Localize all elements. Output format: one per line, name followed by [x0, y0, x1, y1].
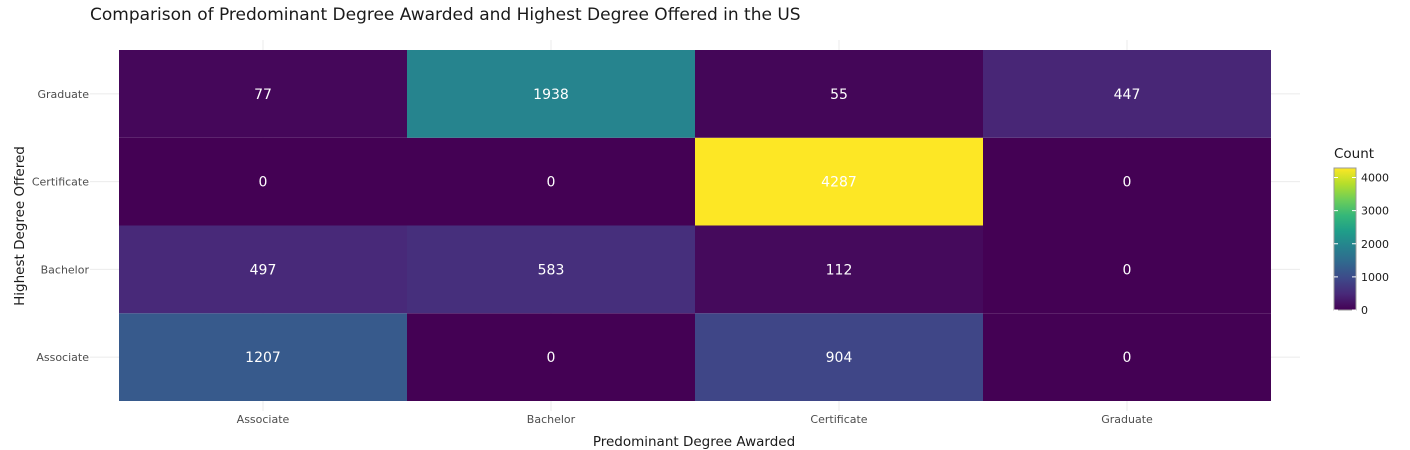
- cell-value-label: 112: [826, 262, 853, 278]
- heatmap-cells: [119, 50, 1271, 401]
- cell-value-label: 583: [538, 262, 565, 278]
- cell-value-label: 0: [547, 350, 556, 366]
- heatmap-cell: [695, 225, 983, 314]
- color-legend: Count 0 1000 2000 3000 4000: [1333, 146, 1389, 317]
- heatmap-cell: [407, 50, 695, 138]
- cell-value-label: 0: [1123, 175, 1132, 191]
- x-tick-label: Associate: [237, 413, 290, 426]
- legend-tick-label: 0: [1361, 304, 1368, 317]
- heatmap-cell: [119, 225, 407, 314]
- heatmap-cell: [119, 137, 407, 226]
- cell-value-label: 0: [259, 175, 268, 191]
- heatmap-cell: [695, 313, 983, 401]
- x-axis-label: Predominant Degree Awarded: [593, 434, 795, 450]
- cell-value-label: 0: [1123, 350, 1132, 366]
- heatmap-cell: [407, 313, 695, 401]
- cell-value-label: 497: [250, 262, 277, 278]
- heatmap-cell: [983, 50, 1271, 138]
- y-axis-label: Highest Degree Offered: [12, 146, 28, 306]
- x-tick-label: Graduate: [1101, 413, 1153, 426]
- cell-value-label: 4287: [821, 175, 857, 191]
- legend-tick-label: 2000: [1361, 238, 1389, 251]
- cell-labels: 1207 0 904 0 497 583 112 0 0 0 4287 0 77 1938 55 447: [245, 87, 1140, 366]
- cell-value-label: 55: [830, 87, 848, 103]
- legend-title: Count: [1334, 146, 1374, 162]
- legend-tick-label: 3000: [1361, 205, 1389, 218]
- heatmap-cell: [407, 225, 695, 314]
- heatmap-cell: [983, 313, 1271, 401]
- cell-value-label: 1207: [245, 350, 281, 366]
- heatmap-cell: [119, 50, 407, 138]
- cell-value-label: 904: [826, 350, 853, 366]
- x-tick-label: Certificate: [810, 413, 867, 426]
- cell-value-label: 77: [254, 87, 272, 103]
- y-tick-label: Associate: [36, 351, 89, 364]
- heatmap-cell: [119, 313, 407, 401]
- legend-colorbar: [1333, 167, 1357, 311]
- cell-value-label: 447: [1114, 87, 1141, 103]
- heatmap-cell: [695, 50, 983, 138]
- chart-title: Comparison of Predominant Degree Awarded…: [90, 5, 801, 25]
- x-tick-label: Bachelor: [527, 413, 576, 426]
- legend-tick-label: 1000: [1361, 271, 1389, 284]
- x-axis-ticks: Associate Bachelor Certificate Graduate: [237, 413, 1153, 426]
- heatmap-cell: [407, 137, 695, 226]
- y-tick-label: Bachelor: [41, 263, 90, 276]
- y-tick-label: Graduate: [37, 88, 89, 101]
- legend-tick-label: 4000: [1361, 172, 1389, 185]
- heatmap-cell: [983, 225, 1271, 314]
- legend-ticks: 0 1000 2000 3000 4000: [1334, 172, 1389, 317]
- heatmap-cell: [983, 137, 1271, 226]
- cell-value-label: 0: [547, 175, 556, 191]
- cell-value-label: 0: [1123, 262, 1132, 278]
- y-axis-ticks: Associate Bachelor Certificate Graduate: [32, 88, 90, 364]
- cell-value-label: 1938: [533, 87, 569, 103]
- y-tick-label: Certificate: [32, 176, 89, 189]
- heatmap-cell: [695, 137, 983, 226]
